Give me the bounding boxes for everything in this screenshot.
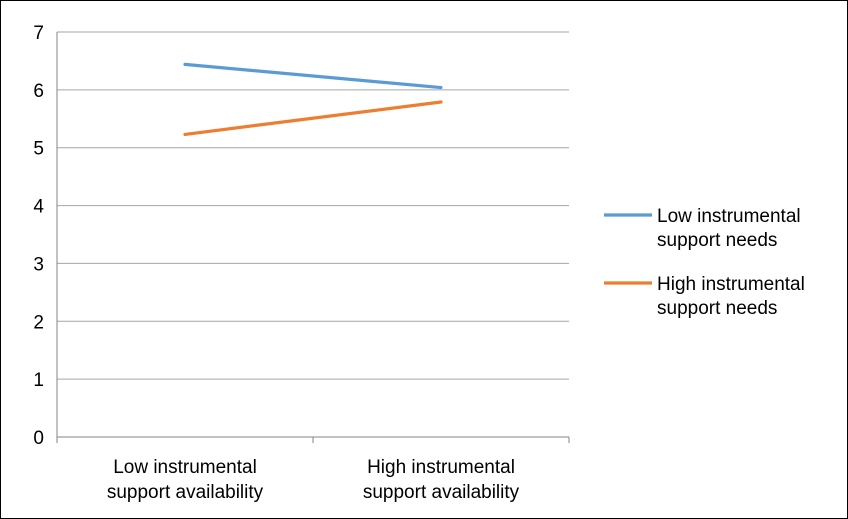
y-tick-label: 1 <box>33 370 44 391</box>
x-category-label: High instrumental support availability <box>363 457 520 503</box>
series-lines <box>183 62 443 137</box>
series-line <box>183 62 443 90</box>
legend-label: Low instrumental support needs <box>657 206 801 251</box>
y-tick-label: 4 <box>33 197 44 218</box>
x-category-label: Low instrumental support availability <box>107 457 264 503</box>
series-line <box>183 100 443 137</box>
gridlines <box>57 31 569 380</box>
legend-label-line: support needs <box>657 298 777 319</box>
y-axis-tick-labels: 0 1 2 3 4 5 6 7 <box>33 23 44 449</box>
legend-label-line: support needs <box>657 230 777 251</box>
axes <box>56 32 570 443</box>
y-tick-label: 7 <box>33 23 44 44</box>
y-tick-label: 6 <box>33 81 44 102</box>
x-category-label-line: Low instrumental <box>113 457 257 478</box>
y-tick-label: 3 <box>33 254 44 275</box>
x-category-label-line: High instrumental <box>367 457 515 478</box>
x-axis-category-labels: Low instrumental support availabilityHigh… <box>107 457 520 503</box>
x-category-label-line: support availability <box>107 482 264 503</box>
legend-label-line: High instrumental <box>657 274 805 295</box>
y-tick-label: 2 <box>33 312 44 333</box>
y-tick-label: 5 <box>33 139 44 160</box>
legend-label-line: Low instrumental <box>657 206 801 227</box>
y-tick-label: 0 <box>33 428 44 449</box>
x-category-label-line: support availability <box>363 482 520 503</box>
legend-label: High instrumental support needs <box>657 274 805 319</box>
